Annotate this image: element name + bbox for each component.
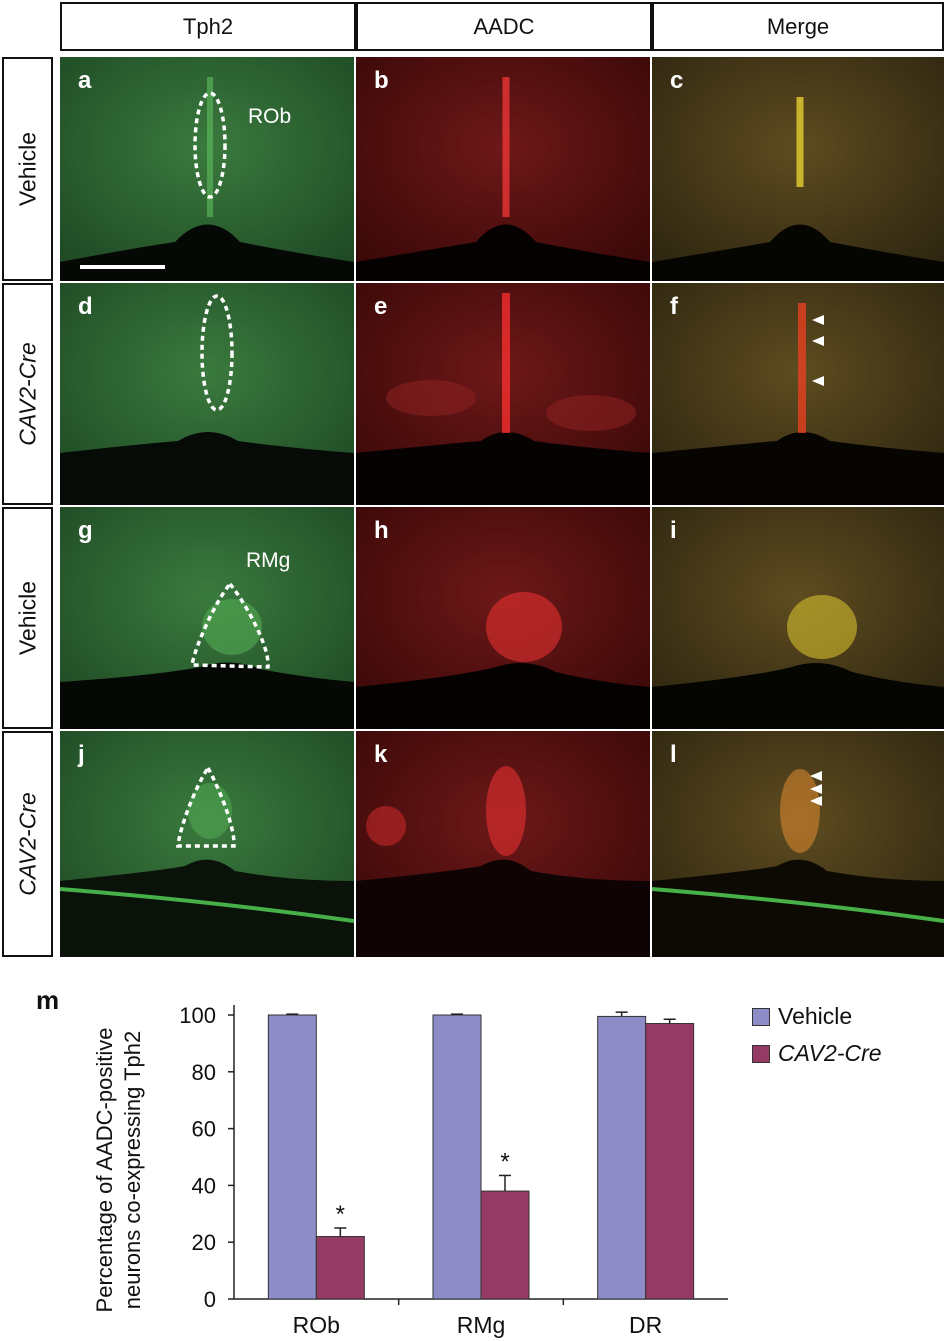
panel-letter: l <box>670 741 677 768</box>
bar-chart: 0 20 40 60 80 100 * ROb * RMg DR Percentage of AADC… <box>92 1003 728 1338</box>
y-tick-label: 80 <box>192 1060 216 1085</box>
arrowhead-icon <box>812 336 824 346</box>
row-header-label: Vehicle <box>14 580 40 656</box>
region-label-rmg: RMg <box>246 549 291 572</box>
micrograph-panel-b: b <box>356 57 650 281</box>
x-tick-label: RMg <box>457 1312 506 1338</box>
panel-letter: b <box>374 67 389 94</box>
y-tick-label: 40 <box>192 1173 216 1198</box>
bar <box>267 1014 317 1300</box>
legend-swatch-cav2-cre <box>752 1044 770 1063</box>
row-header-3: Vehicle <box>2 507 53 729</box>
micrograph-panel-c: c <box>652 57 944 281</box>
bar <box>315 1236 365 1300</box>
panel-letter: g <box>78 517 93 544</box>
y-tick-label: 0 <box>204 1287 216 1312</box>
micrograph-panel-e: e <box>356 283 650 505</box>
bar <box>432 1014 482 1300</box>
arrowhead-icon <box>810 796 822 806</box>
x-tick-label: DR <box>629 1312 662 1338</box>
micrograph-panel-h: h <box>356 507 650 729</box>
column-header-tph2: Tph2 <box>60 2 356 51</box>
micrograph-panel-j: j <box>60 731 354 957</box>
column-header-label: Merge <box>766 13 830 39</box>
row-header-label: CAV2-Cre <box>14 792 40 896</box>
bar <box>597 1015 647 1300</box>
micrograph-panel-f: f <box>652 283 944 505</box>
panel-letter: k <box>374 741 388 768</box>
micrograph-panel-g: g RMg <box>60 507 354 729</box>
panel-letter: d <box>78 293 93 320</box>
column-header-label: Tph2 <box>182 13 234 39</box>
micrograph-panel-k: k <box>356 731 650 957</box>
legend-item-vehicle: Vehicle <box>752 1003 852 1030</box>
legend-label: CAV2-Cre <box>778 1040 882 1066</box>
row-header-4: CAV2-Cre <box>2 731 53 957</box>
panel-letter: j <box>78 741 85 768</box>
row-header-label: Vehicle <box>14 131 40 207</box>
row-header-2: CAV2-Cre <box>2 283 53 505</box>
column-header-aadc: AADC <box>356 2 652 51</box>
y-axis-label: Percentage of AADC-positive neurons co-ex… <box>92 1028 145 1313</box>
y-tick-label: 60 <box>192 1117 216 1142</box>
panel-letter: i <box>670 517 677 544</box>
y-tick-label: 100 <box>179 1003 216 1028</box>
row-header-label: CAV2-Cre <box>14 342 40 446</box>
legend-item-cav2-cre: CAV2-Cre <box>752 1040 882 1067</box>
column-header-merge: Merge <box>652 2 944 51</box>
micrograph-panel-a: a ROb <box>60 57 354 281</box>
micrograph-panel-d: d <box>60 283 354 505</box>
legend-swatch-vehicle <box>752 1007 770 1026</box>
arrowhead-icon <box>810 784 822 794</box>
bar <box>645 1023 695 1300</box>
arrowhead-icon <box>812 376 824 386</box>
panel-letter: a <box>78 67 92 94</box>
significance-marker: * <box>500 1148 509 1175</box>
micrograph-panel-i: i <box>652 507 944 729</box>
x-tick-label: ROb <box>293 1312 340 1338</box>
bar <box>480 1190 530 1300</box>
region-label-rob: ROb <box>248 105 292 128</box>
panel-letter: c <box>670 67 684 94</box>
column-header-label: AADC <box>473 13 535 39</box>
arrowhead-icon <box>810 771 822 781</box>
y-tick-label: 20 <box>192 1230 216 1255</box>
panel-letter-m: m <box>36 985 60 1015</box>
panel-letter: f <box>670 293 678 320</box>
significance-marker: * <box>336 1201 345 1228</box>
panel-letter: h <box>374 517 389 544</box>
panel-letter: e <box>374 293 388 320</box>
micrograph-panel-l: l <box>652 731 944 957</box>
legend-label: Vehicle <box>778 1003 853 1029</box>
row-header-1: Vehicle <box>2 57 53 281</box>
arrowhead-icon <box>812 315 824 325</box>
